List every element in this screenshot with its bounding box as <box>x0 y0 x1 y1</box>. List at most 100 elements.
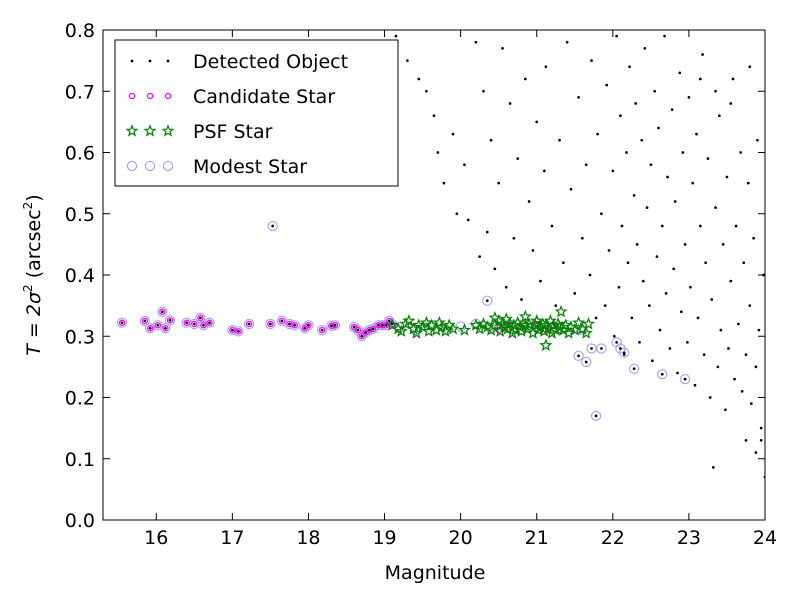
y-tick-label: 0.6 <box>65 143 95 165</box>
detected-object-point <box>581 236 584 240</box>
candidate-star-point <box>166 317 174 324</box>
candidate-star-point <box>267 320 274 328</box>
detected-object-point <box>617 285 621 289</box>
y-axis-label-prefix: T = 2σ <box>23 291 45 356</box>
detected-object-point <box>632 367 636 371</box>
candidate-star-point <box>366 326 373 334</box>
axes: 16 17 18 19 20 21 22 23 24 0.0 0.1 0.2 0.3 0.4 0.5 0.6 0… <box>65 20 777 549</box>
psf-star-point <box>429 323 443 336</box>
detected-object-point <box>442 181 446 185</box>
detected-object-point <box>594 316 598 320</box>
detected-object-point <box>384 323 388 327</box>
legend-psf-label: PSF Star <box>193 121 273 143</box>
detected-object-point <box>237 330 240 333</box>
y-axis-label-close: ) <box>23 194 45 201</box>
detected-object-point <box>588 273 592 277</box>
psf-star-point <box>488 310 502 324</box>
x-axis-label: Magnitude <box>385 562 486 584</box>
detected-object-point <box>463 163 466 167</box>
detected-object-point <box>696 316 700 320</box>
candidate-star-point <box>159 308 166 315</box>
y-tick-label: 0.0 <box>65 510 95 532</box>
psf-star-point <box>425 318 439 331</box>
detected-object-point <box>161 310 164 314</box>
detected-object-point <box>757 328 761 332</box>
psf-star-point <box>438 324 452 337</box>
detected-object-point <box>466 218 470 222</box>
detected-object-point <box>645 206 649 209</box>
x-tick-label: 18 <box>296 527 320 549</box>
detected-object-point <box>746 181 750 185</box>
y-tick-label: 0.2 <box>65 388 95 410</box>
legend-candidate-marker <box>128 92 136 100</box>
candidate-star-point <box>301 325 308 332</box>
detected-object-point <box>504 285 508 289</box>
detected-object-point <box>356 328 360 332</box>
detected-object-point <box>451 132 455 136</box>
legend-detected-marker <box>130 59 134 63</box>
psf-star-point <box>554 304 568 318</box>
detected-object-point <box>759 439 763 442</box>
detected-object-point <box>668 347 672 350</box>
detected-object-point <box>436 151 440 154</box>
detected-object-point <box>634 102 637 105</box>
detected-object-point <box>744 353 748 356</box>
candidate-star-point <box>206 319 213 327</box>
candidate-star-point <box>318 326 326 334</box>
psf-star-point <box>399 317 413 330</box>
candidate-star-point <box>235 328 242 335</box>
y-tick-label: 0.1 <box>65 449 95 471</box>
detected-object-point <box>731 77 735 81</box>
detected-object-point <box>664 292 668 295</box>
detected-object-point <box>754 365 758 369</box>
candidate-star-point <box>154 321 162 329</box>
x-tick-label: 20 <box>449 527 473 549</box>
detected-object-point <box>734 224 738 228</box>
modest-star-point <box>139 315 151 327</box>
modest-star-point <box>619 347 630 358</box>
candidate-star-point <box>141 317 149 325</box>
y-axis-label: T = 2σ2 (arcsec2) <box>21 194 45 355</box>
detected-object-point <box>687 96 691 99</box>
detected-object-point <box>748 65 752 69</box>
detected-object-point <box>474 40 478 44</box>
detected-object-point <box>394 34 398 38</box>
detected-object-point <box>303 326 306 330</box>
modest-star-point <box>590 410 602 422</box>
detected-object-point <box>704 261 707 265</box>
detected-object-point <box>364 331 367 334</box>
detected-object-point <box>501 47 504 50</box>
detected-object-point <box>744 439 748 442</box>
detected-object-point <box>653 89 657 93</box>
legend-modest-marker <box>144 160 156 172</box>
detected-object-point <box>686 341 689 344</box>
detected-object-point <box>701 53 704 56</box>
detected-object-point <box>406 59 409 62</box>
detected-object-point <box>619 347 622 350</box>
detected-object-point <box>590 59 593 62</box>
candidate-star-point <box>354 326 362 334</box>
psf-star-point <box>402 314 416 327</box>
detected-object-point <box>683 377 687 381</box>
modest-star-point <box>581 356 592 368</box>
psf-star-point <box>473 322 487 335</box>
modest-star-point <box>356 331 367 342</box>
x-tick-label: 23 <box>677 527 701 549</box>
detected-object-point <box>607 249 611 252</box>
detected-object-point <box>740 390 744 393</box>
detected-object-point <box>542 169 546 173</box>
detected-object-point <box>516 157 520 160</box>
detected-object-point <box>590 347 593 350</box>
detected-object-point <box>641 279 645 283</box>
legend-detected-marker <box>148 59 152 63</box>
detected-object-point <box>663 34 666 38</box>
detected-object-point <box>562 261 565 265</box>
detected-object-point <box>293 323 297 327</box>
modest-star-point <box>152 320 163 331</box>
detected-object-point <box>691 181 695 185</box>
detected-object-point <box>600 212 603 216</box>
y-tick-label: 0.7 <box>65 81 95 103</box>
psf-star-point <box>505 326 519 339</box>
detected-object-point <box>120 321 124 325</box>
detected-object-point <box>615 341 618 344</box>
